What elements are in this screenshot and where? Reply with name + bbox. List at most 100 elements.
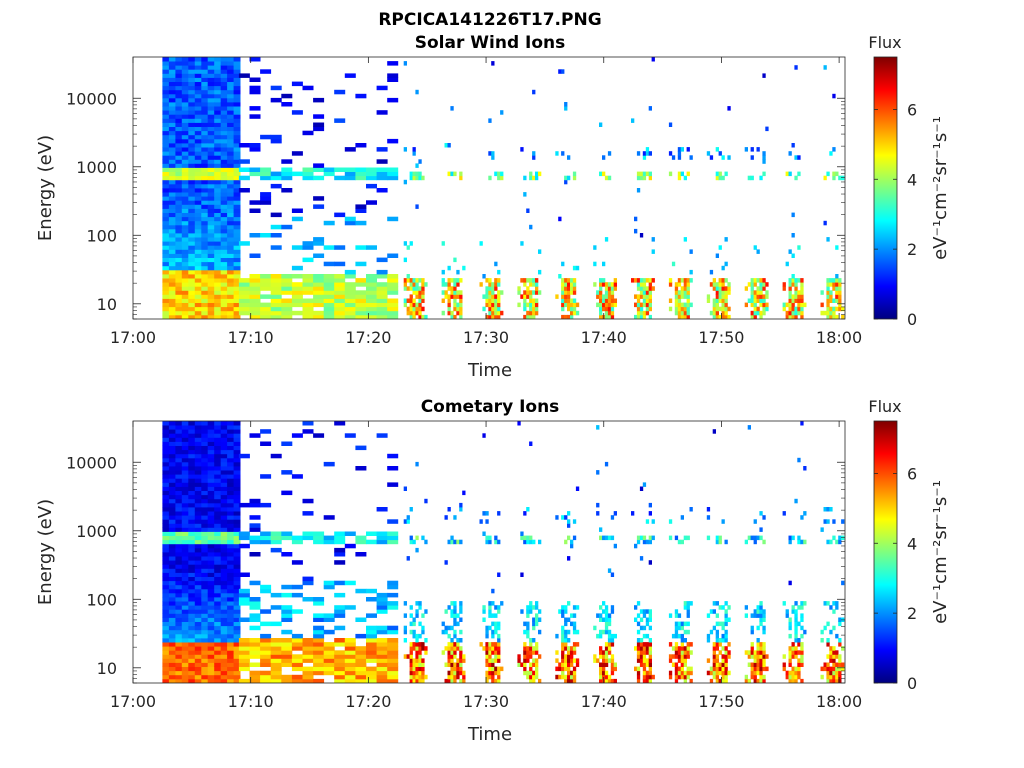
heatmap-cell [387,531,399,536]
heatmap-cell [175,662,183,667]
heatmap-cell [270,605,282,610]
heatmap-cell [194,204,202,209]
heatmap-cell [668,282,673,287]
heatmap-cell [201,114,209,119]
heatmap-cell [575,302,580,308]
heatmap-cell [829,290,833,295]
heatmap-cell [201,633,209,639]
heatmap-cell [683,282,687,287]
heatmap-cell [175,122,183,127]
heatmap-cell [168,429,176,434]
heatmap-cell [168,523,176,528]
heatmap-cell [648,278,652,283]
heatmap-cell [788,646,792,651]
heatmap-cell [564,678,568,683]
heatmap-cell [168,196,176,201]
heatmap-cell [249,601,261,606]
heatmap-cell [523,629,527,635]
heatmap-cell [175,638,183,643]
heatmap-cell [523,666,527,672]
heatmap-cell [207,134,215,140]
heatmap-cell [207,151,215,156]
heatmap-cell [826,282,830,287]
heatmap-cell [334,625,346,631]
figure-title: RPCICA141226T17.PNG [378,10,601,30]
heatmap-cell [162,179,170,185]
heatmap-cell [194,605,202,610]
heatmap-cell [207,306,215,312]
heatmap-cell [260,662,272,667]
heatmap-cell [181,507,189,512]
heatmap-cell [281,470,293,475]
heatmap-cell [639,310,644,316]
heatmap-cell [162,61,170,66]
heatmap-cell [610,310,615,316]
heatmap-cell [188,654,196,659]
heatmap-cell [194,183,202,189]
heatmap-cell [715,175,719,181]
heatmap-cell [194,527,202,532]
heatmap-cell [406,515,410,520]
heatmap-cell [636,310,641,316]
heatmap-cell [680,642,684,647]
heatmap-cell [238,543,250,549]
heatmap-cell [162,294,170,299]
heatmap-cell [207,633,215,639]
heatmap-cell [188,564,196,569]
heatmap-cell [181,138,189,144]
heatmap-cell [421,646,425,651]
heatmap-cell [797,650,801,655]
heatmap-cell [238,642,250,647]
heatmap-cell [214,188,222,193]
heatmap-cell [313,650,325,655]
heatmap-cell [607,646,612,651]
heatmap-cell [181,466,189,471]
heatmap-cell [220,666,228,672]
heatmap-cell [344,543,356,549]
heatmap-cell [168,134,176,140]
heatmap-cell [162,592,170,598]
heatmap-cell [800,294,804,299]
heatmap-cell [607,617,612,622]
x-tick-label: 17:00 [110,328,156,347]
heatmap-cell [376,539,388,545]
heatmap-cell [387,310,399,316]
heatmap-cell [826,601,830,606]
heatmap-cell [175,674,183,680]
heatmap-cell [227,568,234,573]
heatmap-cell [207,597,215,602]
heatmap-cell [826,237,830,242]
heatmap-cell [168,306,176,312]
heatmap-cell [523,282,527,287]
heatmap-cell [610,662,615,667]
heatmap-cell [207,314,215,319]
heatmap-cell [421,658,425,663]
heatmap-cell [570,290,574,295]
heatmap-cell [759,278,763,283]
heatmap-cell [724,650,728,655]
heatmap-cell [418,290,422,295]
heatmap-cell [207,605,215,610]
heatmap-cell [334,286,346,291]
heatmap-cell [334,674,346,680]
heatmap-cell [645,519,650,524]
heatmap-cell [485,290,489,295]
heatmap-cell [201,138,209,144]
heatmap-cell [794,646,798,651]
heatmap-cell [406,298,410,303]
heatmap-cell [491,282,495,287]
heatmap-cell [188,200,196,205]
heatmap-cell [220,102,228,107]
heatmap-cell [826,678,830,683]
heatmap-cell [175,670,183,676]
heatmap-cell [227,126,234,132]
heatmap-cell [220,167,228,172]
heatmap-cell [175,93,183,99]
heatmap-cell [344,274,356,279]
heatmap-cell [291,592,303,598]
heatmap-cell [788,171,792,177]
heatmap-cell [175,282,183,287]
heatmap-cell [759,654,763,659]
heatmap-cell [607,650,612,655]
heatmap-cell [175,310,183,316]
